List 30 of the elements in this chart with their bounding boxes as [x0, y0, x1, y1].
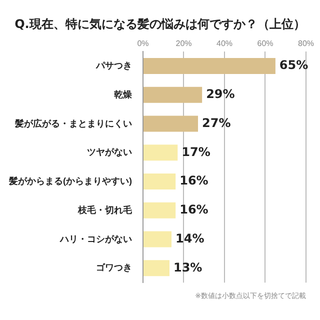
- y-tick-label: 髪が広がる・まとまりにくい: [14, 118, 132, 128]
- x-tick-label: 40%: [216, 39, 233, 48]
- y-tick-label: 乾燥: [114, 89, 133, 100]
- y-tick-label: ゴワつき: [96, 262, 132, 273]
- x-tick-label: 20%: [176, 39, 192, 48]
- y-tick-label: 枝毛・切れ毛: [76, 204, 133, 215]
- bar: [143, 144, 178, 161]
- data-label: 13%: [173, 260, 202, 274]
- data-label: 27%: [202, 116, 231, 130]
- chart-title: Q.現在、特に気になる髪の悩みは何ですか？（上位）: [14, 16, 306, 33]
- x-tick-label: 60%: [257, 39, 274, 48]
- data-label: 65%: [279, 58, 308, 72]
- y-tick-label: ハリ・コシがない: [58, 234, 132, 244]
- data-label: 16%: [180, 202, 208, 217]
- bar: [143, 86, 202, 103]
- bar: [143, 202, 176, 218]
- bar: [143, 174, 176, 190]
- y-tick-label: パサつき: [94, 60, 132, 71]
- data-label: 17%: [182, 144, 210, 159]
- y-tick-label: ツヤがない: [86, 147, 132, 158]
- data-label: 29%: [206, 87, 235, 102]
- y-tick-label: 髪がからまる(からまりやすい): [8, 176, 132, 186]
- bar: [143, 116, 198, 132]
- x-tick-label: 0%: [137, 39, 149, 48]
- bar: [143, 260, 170, 276]
- data-label: 16%: [180, 174, 208, 188]
- bar: [143, 58, 276, 74]
- x-tick-label: 80%: [298, 39, 314, 48]
- data-label: 14%: [176, 231, 204, 246]
- bar: [143, 231, 172, 248]
